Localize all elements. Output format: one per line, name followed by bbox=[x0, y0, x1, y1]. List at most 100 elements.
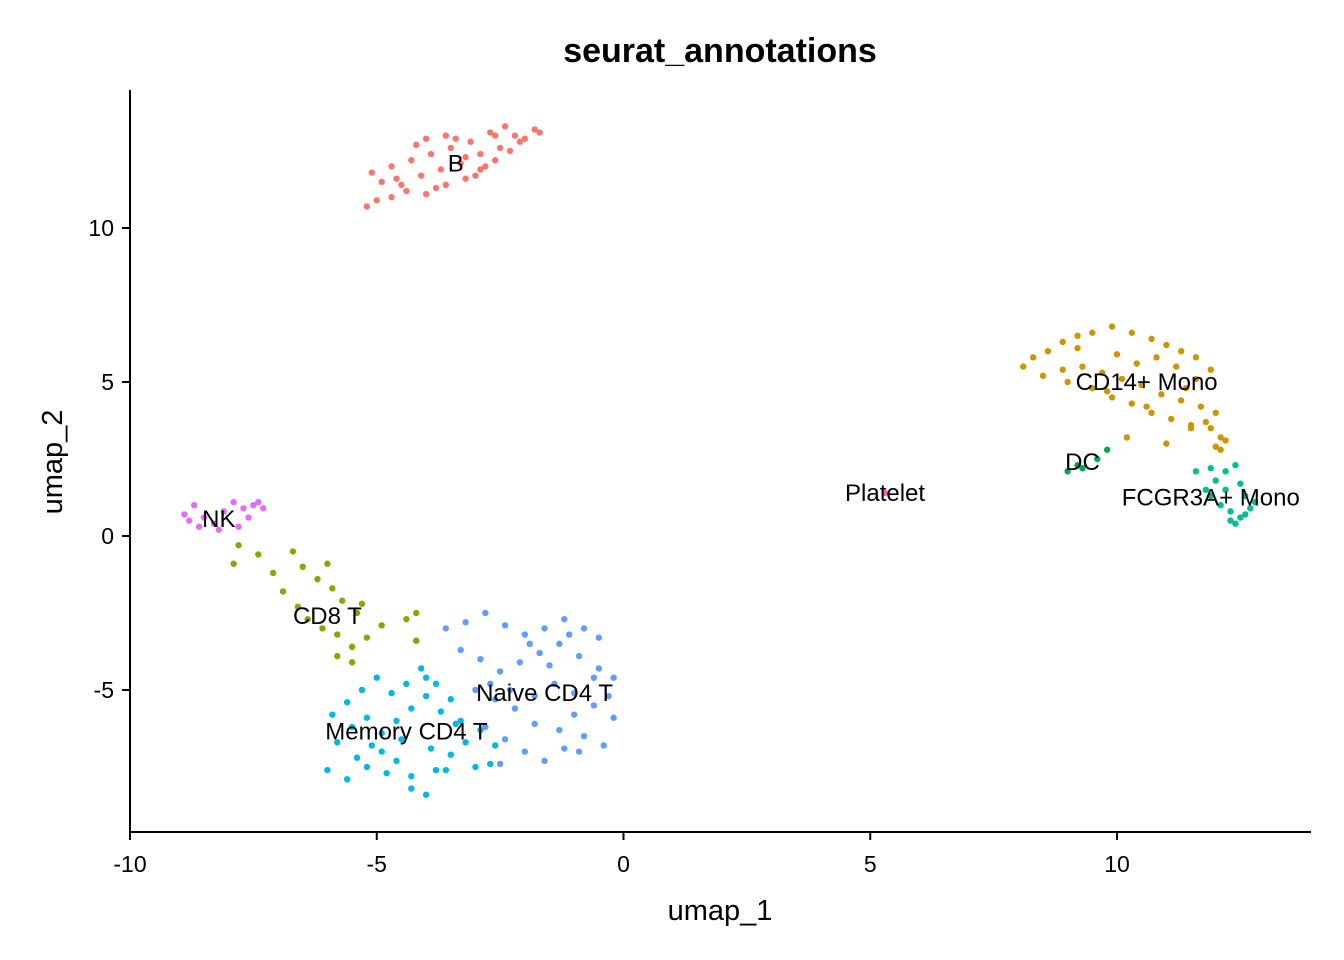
data-point bbox=[1108, 394, 1116, 401]
data-point bbox=[1108, 323, 1116, 330]
data-point bbox=[1103, 388, 1111, 395]
data-point bbox=[329, 585, 336, 592]
data-point bbox=[220, 508, 227, 515]
data-point bbox=[1103, 446, 1111, 453]
data-point bbox=[393, 717, 400, 724]
data-point bbox=[1098, 369, 1106, 376]
data-point bbox=[348, 643, 356, 651]
data-point bbox=[1177, 348, 1185, 355]
data-point bbox=[363, 634, 371, 641]
data-point bbox=[260, 505, 267, 512]
data-point bbox=[1222, 468, 1229, 475]
data-point bbox=[1237, 480, 1244, 487]
cluster-label: FCGR3A+ Mono bbox=[1122, 485, 1300, 512]
data-point bbox=[590, 674, 598, 681]
data-point bbox=[477, 166, 484, 173]
x-tick-label: 10 bbox=[1104, 851, 1130, 877]
data-point bbox=[240, 505, 247, 512]
data-point bbox=[442, 766, 450, 774]
data-point bbox=[408, 773, 415, 780]
data-point bbox=[1074, 344, 1081, 352]
data-point bbox=[442, 181, 450, 189]
data-point bbox=[452, 135, 459, 142]
y-tick-label: -5 bbox=[94, 677, 114, 703]
x-tick-label: 0 bbox=[617, 851, 630, 877]
data-point bbox=[1133, 360, 1140, 367]
data-point bbox=[501, 736, 509, 743]
data-point bbox=[457, 160, 464, 167]
data-point bbox=[358, 686, 366, 694]
data-point bbox=[1168, 415, 1175, 423]
data-point bbox=[447, 696, 454, 703]
data-point bbox=[521, 135, 528, 142]
data-point bbox=[881, 489, 889, 497]
data-point bbox=[1079, 465, 1086, 472]
data-point bbox=[255, 551, 262, 558]
cluster-label: NK bbox=[202, 506, 235, 533]
data-point bbox=[1089, 329, 1096, 336]
data-point bbox=[230, 560, 237, 567]
data-point bbox=[491, 157, 499, 164]
y-tick-label: 10 bbox=[88, 215, 114, 241]
x-axis-title: umap_1 bbox=[668, 895, 773, 927]
data-point bbox=[526, 640, 533, 647]
data-point bbox=[580, 733, 588, 740]
data-point bbox=[462, 739, 469, 746]
data-point bbox=[422, 190, 430, 198]
data-point bbox=[304, 615, 311, 623]
data-point bbox=[457, 717, 464, 724]
data-point bbox=[1173, 363, 1180, 370]
data-point bbox=[462, 619, 469, 626]
data-point bbox=[496, 668, 504, 675]
data-point bbox=[467, 138, 474, 145]
y-tick-label: 5 bbox=[101, 369, 114, 395]
data-point bbox=[610, 674, 617, 681]
data-point bbox=[422, 135, 430, 142]
data-point bbox=[230, 498, 237, 506]
data-point bbox=[339, 597, 346, 604]
data-point bbox=[1207, 465, 1214, 472]
data-point bbox=[1118, 375, 1126, 383]
data-point bbox=[398, 181, 405, 189]
data-point bbox=[255, 498, 262, 506]
data-point bbox=[1039, 372, 1047, 380]
data-point bbox=[334, 739, 341, 746]
cluster-label: B bbox=[448, 150, 464, 177]
data-point bbox=[269, 569, 277, 577]
data-point bbox=[477, 150, 484, 158]
data-point bbox=[447, 144, 454, 152]
data-point bbox=[368, 169, 376, 176]
data-point bbox=[491, 132, 499, 139]
data-point bbox=[1074, 461, 1081, 469]
data-point bbox=[1044, 348, 1052, 355]
data-point bbox=[289, 548, 297, 555]
data-point bbox=[570, 689, 578, 697]
data-point bbox=[408, 705, 415, 712]
data-point bbox=[186, 517, 193, 524]
data-point bbox=[319, 625, 326, 632]
data-point bbox=[422, 791, 430, 798]
y-axis-ticks: -5 0 5 10 bbox=[88, 215, 130, 703]
data-point bbox=[1227, 517, 1234, 524]
data-point bbox=[353, 609, 361, 617]
data-point bbox=[487, 680, 494, 688]
data-point bbox=[358, 600, 366, 607]
data-point bbox=[462, 175, 469, 182]
data-point bbox=[324, 766, 331, 774]
data-point bbox=[1182, 384, 1190, 392]
data-point bbox=[1187, 425, 1195, 432]
data-point bbox=[343, 699, 351, 706]
data-point bbox=[363, 763, 371, 771]
data-point bbox=[1089, 384, 1096, 392]
data-point bbox=[442, 625, 450, 632]
data-point bbox=[363, 203, 371, 210]
cluster-label: DC bbox=[1065, 449, 1100, 476]
x-axis-ticks: -10 -5 0 5 10 bbox=[113, 832, 1130, 877]
data-point bbox=[1192, 375, 1200, 383]
data-point bbox=[422, 692, 430, 700]
data-point bbox=[1192, 354, 1200, 361]
data-point bbox=[482, 723, 489, 731]
cluster-label: CD14+ Mono bbox=[1076, 369, 1218, 396]
data-point bbox=[348, 659, 356, 666]
